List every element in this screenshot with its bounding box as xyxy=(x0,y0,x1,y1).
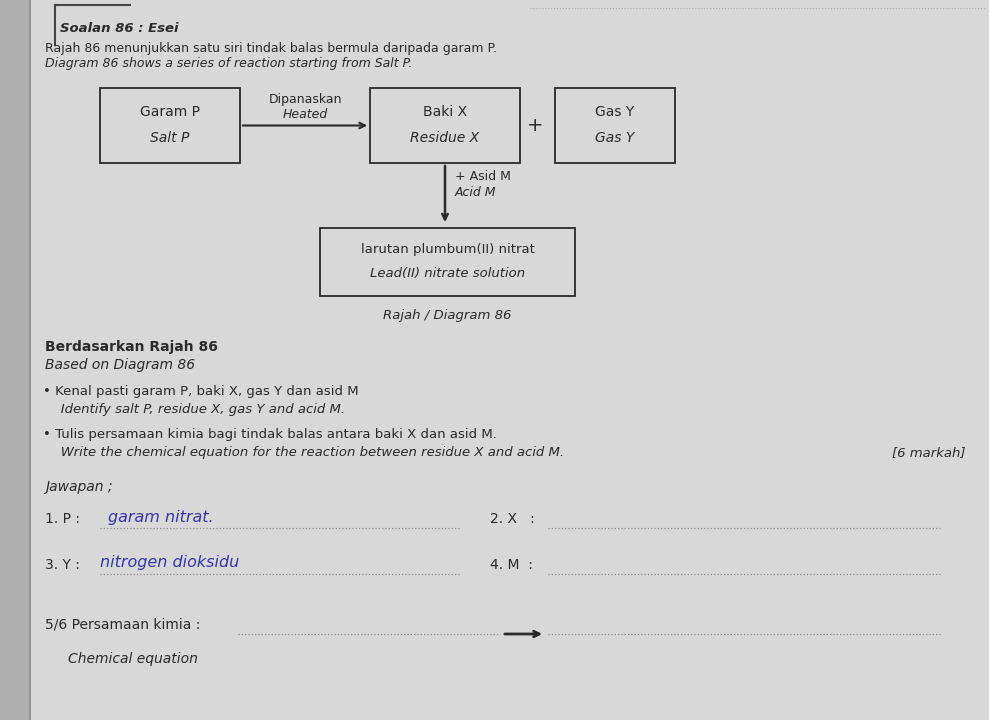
Bar xyxy=(555,88,675,163)
Bar xyxy=(0,0,30,720)
Text: Rajah / Diagram 86: Rajah / Diagram 86 xyxy=(383,308,511,322)
Bar xyxy=(370,88,520,163)
Text: Baki X: Baki X xyxy=(423,105,467,119)
Text: Rajah 86 menunjukkan satu siri tindak balas bermula daripada garam P.: Rajah 86 menunjukkan satu siri tindak ba… xyxy=(45,42,497,55)
Text: Lead(II) nitrate solution: Lead(II) nitrate solution xyxy=(370,268,525,281)
Text: Soalan 86 : Esei: Soalan 86 : Esei xyxy=(60,22,178,35)
Text: garam nitrat.: garam nitrat. xyxy=(108,510,214,525)
Text: larutan plumbum(II) nitrat: larutan plumbum(II) nitrat xyxy=(361,243,534,256)
Text: Chemical equation: Chemical equation xyxy=(68,652,198,666)
Text: Heated: Heated xyxy=(283,107,327,120)
Text: +: + xyxy=(527,116,543,135)
Bar xyxy=(320,228,575,296)
Text: Identify salt P, residue X, gas Y and acid M.: Identify salt P, residue X, gas Y and ac… xyxy=(48,403,345,416)
Text: Berdasarkan Rajah 86: Berdasarkan Rajah 86 xyxy=(45,340,218,354)
Text: 1. P :: 1. P : xyxy=(45,512,84,526)
Text: 3. Y :: 3. Y : xyxy=(45,558,84,572)
Bar xyxy=(100,88,240,163)
Text: Dipanaskan: Dipanaskan xyxy=(268,94,342,107)
Text: Gas Y: Gas Y xyxy=(595,105,635,119)
Text: Based on Diagram 86: Based on Diagram 86 xyxy=(45,358,195,372)
Text: Diagram 86 shows a series of reaction starting from Salt P.: Diagram 86 shows a series of reaction st… xyxy=(45,57,412,70)
Text: + Asid M: + Asid M xyxy=(455,171,511,184)
Text: Write the chemical equation for the reaction between residue X and acid M.: Write the chemical equation for the reac… xyxy=(48,446,564,459)
Text: Garam P: Garam P xyxy=(140,105,200,119)
Text: • Tulis persamaan kimia bagi tindak balas antara baki X dan asid M.: • Tulis persamaan kimia bagi tindak bala… xyxy=(43,428,496,441)
Text: • Kenal pasti garam P, baki X, gas Y dan asid M: • Kenal pasti garam P, baki X, gas Y dan… xyxy=(43,385,359,398)
Text: Gas Y: Gas Y xyxy=(595,131,635,145)
Text: Residue X: Residue X xyxy=(410,131,480,145)
Text: [6 markah]: [6 markah] xyxy=(891,446,965,459)
Text: nitrogen dioksidu: nitrogen dioksidu xyxy=(100,555,239,570)
Text: Acid M: Acid M xyxy=(455,186,496,199)
Text: 4. M  :: 4. M : xyxy=(490,558,537,572)
Text: 2. X   :: 2. X : xyxy=(490,512,539,526)
Text: Jawapan ;: Jawapan ; xyxy=(45,480,113,494)
Text: 5/6 Persamaan kimia :: 5/6 Persamaan kimia : xyxy=(45,618,205,632)
Text: Salt P: Salt P xyxy=(150,131,190,145)
